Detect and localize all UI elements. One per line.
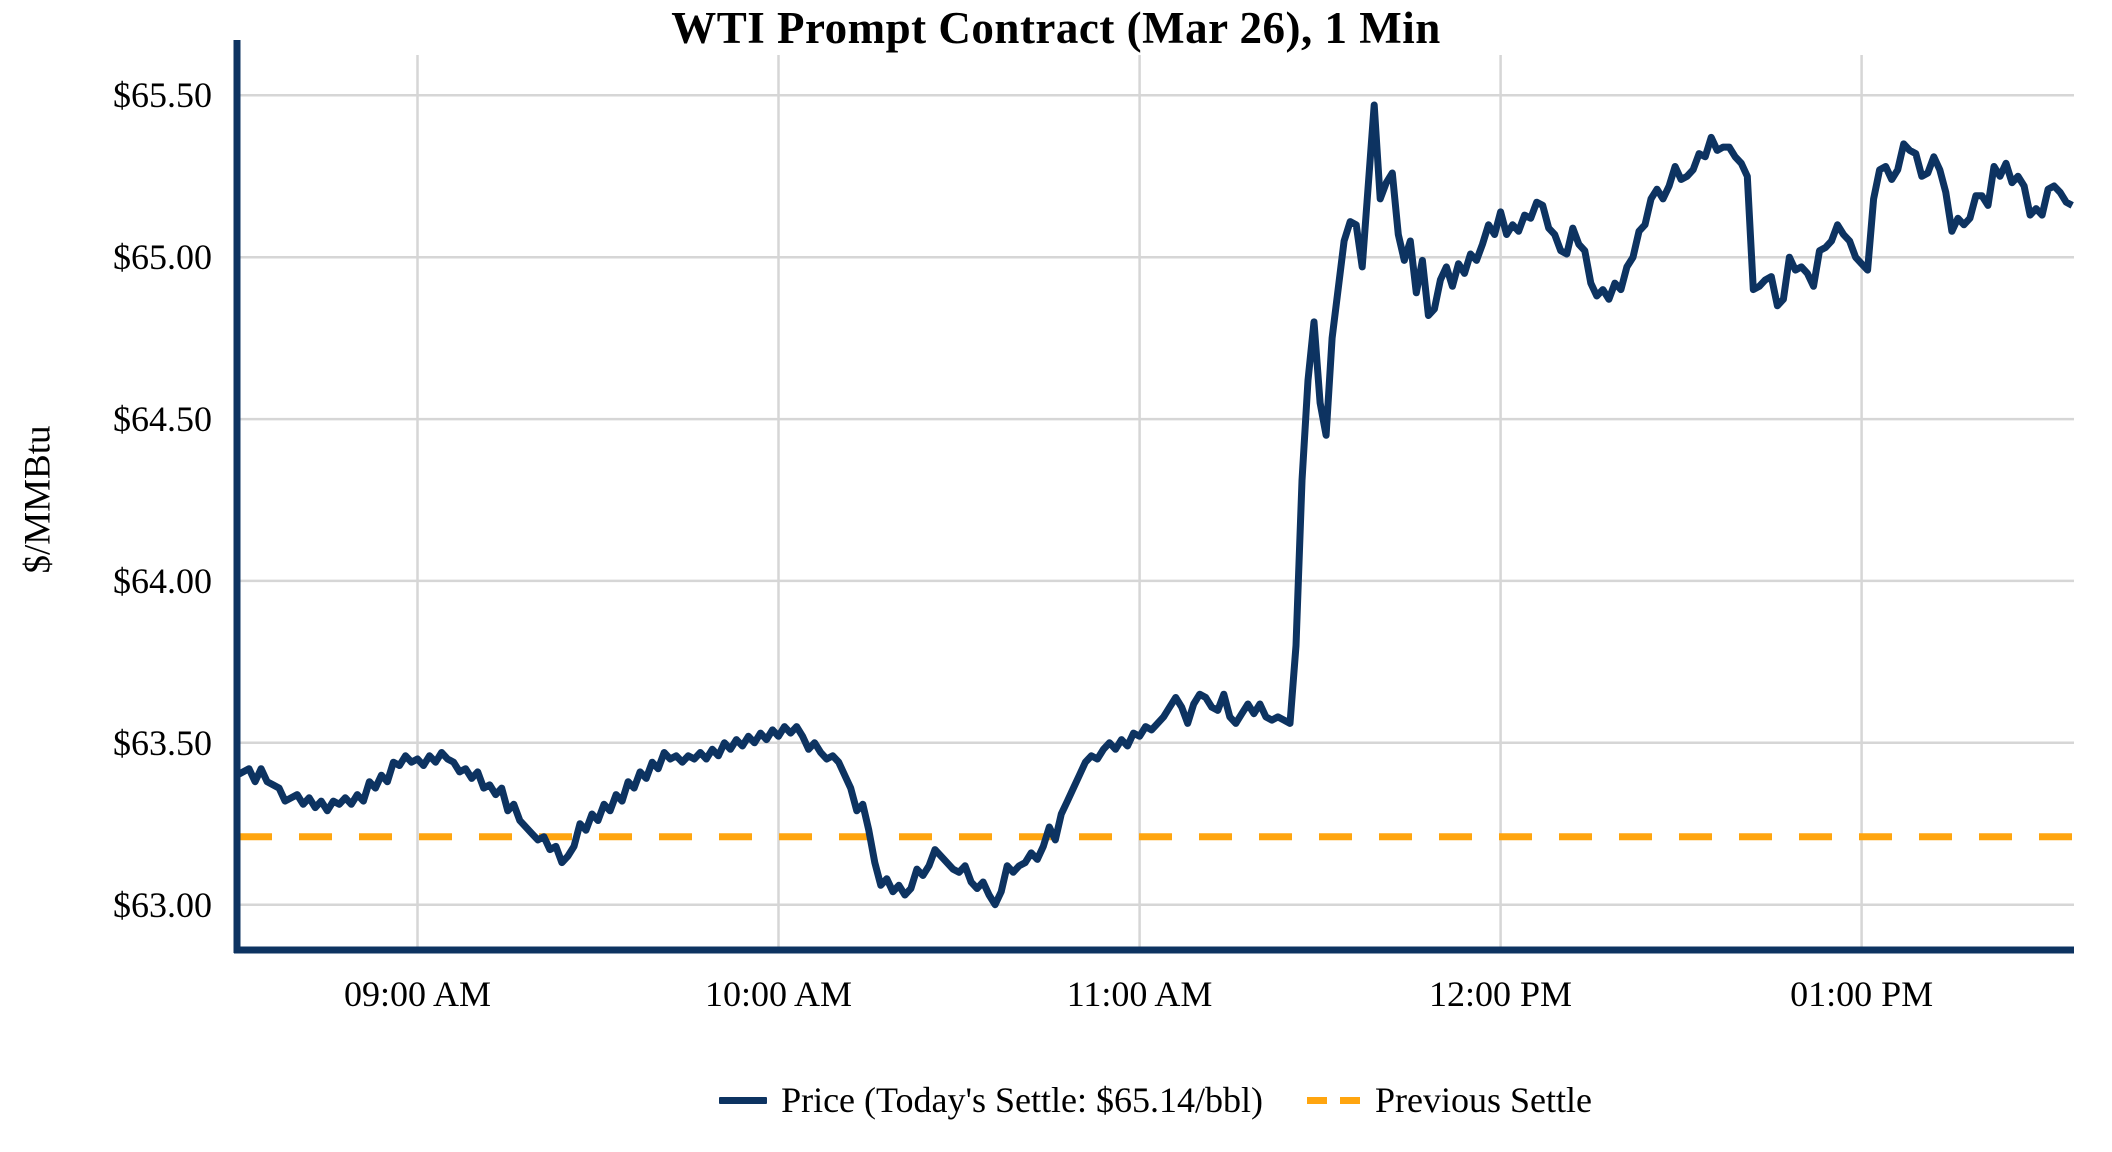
y-tick-63-50: $63.50 (113, 722, 212, 763)
price-line-swatch-icon (719, 1096, 768, 1104)
x-tick-1200: 12:00 PM (1429, 974, 1573, 1014)
x-tick-0900: 09:00 AM (343, 974, 492, 1014)
x-tick-0100: 01:00 PM (1790, 974, 1934, 1014)
y-tick-65-50: $65.50 (113, 75, 212, 116)
y-tick-65-00: $65.00 (113, 237, 212, 278)
y-tick-64-00: $64.00 (113, 560, 212, 601)
legend-price-label: Price (Today's Settle: $65.14/bbl) (781, 1080, 1263, 1120)
settle-dash-swatch-icon (1306, 1096, 1361, 1104)
chart-title: WTI Prompt Contract (Mar 26), 1 Min (671, 3, 1441, 53)
y-tick-64-50: $64.50 (113, 399, 212, 440)
x-tick-1100: 11:00 AM (1066, 974, 1213, 1014)
legend-settle-label: Previous Settle (1374, 1080, 1592, 1120)
x-tick-1000: 10:00 AM (705, 974, 853, 1014)
y-tick-63-00: $63.00 (113, 884, 212, 925)
chart-legend: Price (Today's Settle: $65.14/bbl) Previ… (237, 1072, 2074, 1128)
